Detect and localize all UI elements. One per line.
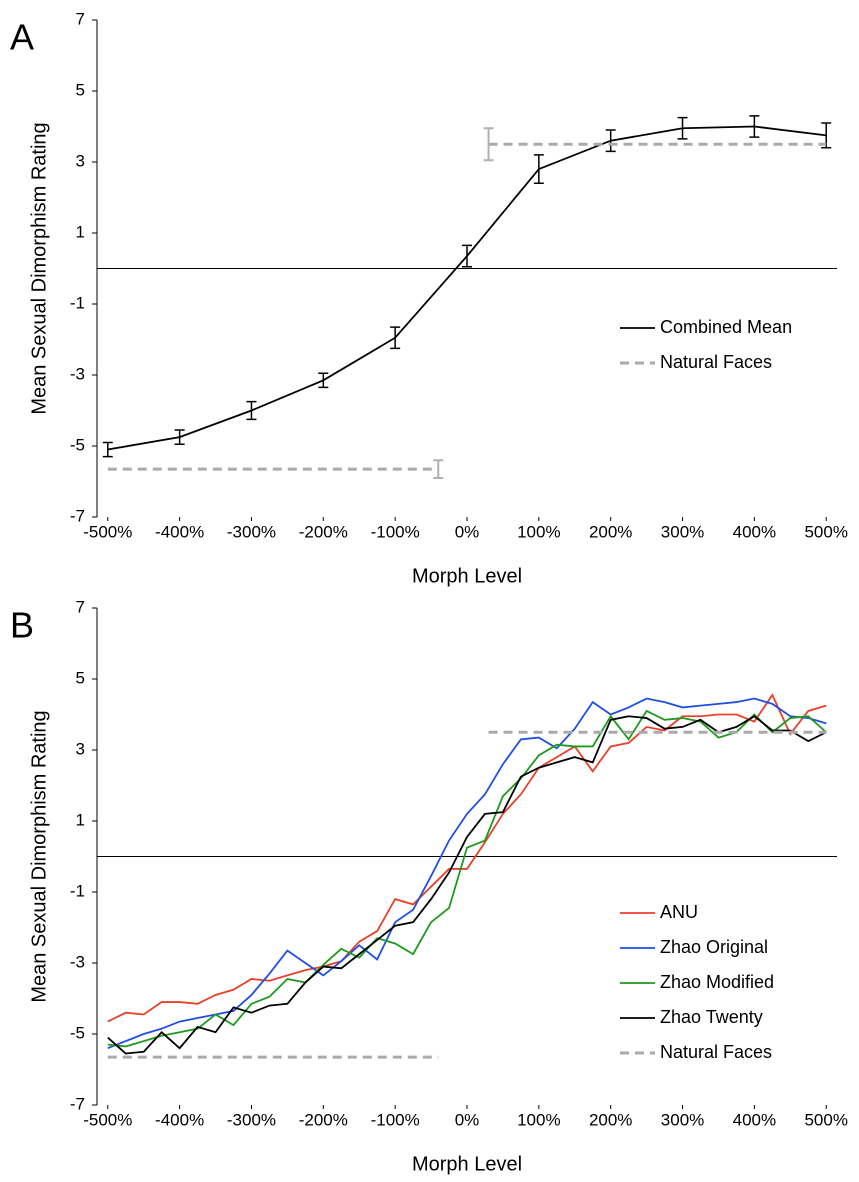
series-line bbox=[107, 697, 827, 1050]
y-tick-label: -1 bbox=[70, 293, 85, 312]
x-axis-title: Morph Level bbox=[412, 1153, 522, 1175]
series-line bbox=[107, 125, 827, 451]
legend-label: Natural Faces bbox=[660, 352, 772, 372]
series-line bbox=[107, 693, 827, 1023]
error-bar bbox=[483, 127, 494, 162]
y-tick-label: 5 bbox=[76, 668, 85, 687]
x-tick-label: -200% bbox=[299, 522, 348, 541]
y-tick-label: 7 bbox=[76, 597, 85, 616]
y-tick-label: 3 bbox=[76, 151, 85, 170]
series-line bbox=[107, 709, 827, 1048]
y-tick-label: -1 bbox=[70, 881, 85, 900]
x-tick-label: 400% bbox=[733, 522, 776, 541]
x-tick-label: 100% bbox=[517, 1110, 560, 1129]
error-bar bbox=[605, 129, 616, 153]
series-line bbox=[107, 142, 827, 471]
error-bar bbox=[390, 326, 401, 350]
y-tick-label: -5 bbox=[70, 435, 85, 454]
y-axis-title: Mean Sexual Dimorphism Rating bbox=[28, 122, 50, 414]
series-line bbox=[107, 730, 827, 1059]
error-bar bbox=[318, 372, 329, 389]
legend-label: Zhao Modified bbox=[660, 972, 774, 992]
x-tick-label: -500% bbox=[83, 522, 132, 541]
series-line bbox=[107, 715, 827, 1055]
y-tick-label: -3 bbox=[70, 952, 85, 971]
legend-label: Zhao Original bbox=[660, 937, 768, 957]
x-tick-label: 300% bbox=[661, 1110, 704, 1129]
x-tick-label: 400% bbox=[733, 1110, 776, 1129]
x-tick-label: 200% bbox=[589, 1110, 632, 1129]
error-bar bbox=[677, 116, 688, 140]
x-tick-label: -300% bbox=[227, 1110, 276, 1129]
error-bar bbox=[102, 441, 113, 458]
legend-label: Zhao Twenty bbox=[660, 1007, 763, 1027]
error-bar bbox=[433, 459, 444, 479]
legend-label: Combined Mean bbox=[660, 317, 792, 337]
y-tick-label: -7 bbox=[70, 1094, 85, 1113]
x-tick-label: 0% bbox=[455, 522, 480, 541]
x-tick-label: -400% bbox=[155, 1110, 204, 1129]
error-bar bbox=[174, 429, 185, 445]
legend-label: ANU bbox=[660, 902, 698, 922]
x-tick-label: 300% bbox=[661, 522, 704, 541]
x-tick-label: 200% bbox=[589, 522, 632, 541]
y-tick-label: -5 bbox=[70, 1023, 85, 1042]
y-tick-label: 5 bbox=[76, 80, 85, 99]
y-tick-label: -7 bbox=[70, 506, 85, 525]
x-axis-title: Morph Level bbox=[412, 565, 522, 587]
x-tick-label: -300% bbox=[227, 522, 276, 541]
x-tick-label: 100% bbox=[517, 522, 560, 541]
panel-label: A bbox=[10, 17, 34, 58]
y-axis-title: Mean Sexual Dimorphism Rating bbox=[28, 710, 50, 1002]
x-tick-label: -400% bbox=[155, 522, 204, 541]
error-bar bbox=[749, 115, 760, 138]
y-tick-label: 1 bbox=[76, 222, 85, 241]
x-tick-label: 500% bbox=[804, 1110, 847, 1129]
legend-label: Natural Faces bbox=[660, 1042, 772, 1062]
x-tick-label: -100% bbox=[371, 522, 420, 541]
panel-label: B bbox=[10, 605, 34, 646]
x-tick-label: 0% bbox=[455, 1110, 480, 1129]
error-bar bbox=[246, 400, 257, 421]
x-tick-label: -500% bbox=[83, 1110, 132, 1129]
y-tick-label: 1 bbox=[76, 810, 85, 829]
x-tick-label: -100% bbox=[371, 1110, 420, 1129]
y-tick-label: -3 bbox=[70, 364, 85, 383]
error-bar bbox=[462, 244, 472, 268]
y-tick-label: 3 bbox=[76, 739, 85, 758]
y-tick-label: 7 bbox=[76, 9, 85, 28]
x-tick-label: 500% bbox=[804, 522, 847, 541]
error-bar bbox=[533, 154, 544, 185]
x-tick-label: -200% bbox=[299, 1110, 348, 1129]
